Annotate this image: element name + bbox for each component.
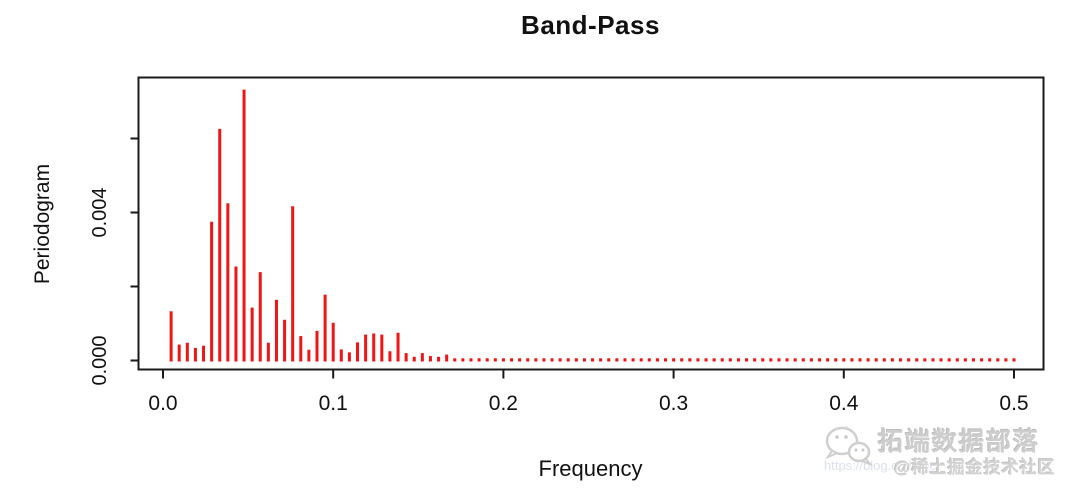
x-tick-label: 0.3 [659, 392, 688, 415]
y-axis-label: Periodogram [31, 163, 54, 285]
x-axis-label: Frequency [538, 456, 643, 481]
chart-title: Band-Pass [521, 10, 660, 40]
y-tick-label: 0.004 [89, 187, 111, 237]
x-tick-label: 0.1 [319, 392, 348, 415]
x-tick-label: 0.4 [829, 392, 859, 415]
y-tick-label: 0.000 [89, 335, 111, 385]
x-tick-label: 0.0 [148, 392, 177, 415]
x-tick-label: 0.5 [999, 392, 1028, 415]
x-tick-label: 0.2 [489, 392, 518, 415]
plot-frame [137, 76, 1045, 371]
